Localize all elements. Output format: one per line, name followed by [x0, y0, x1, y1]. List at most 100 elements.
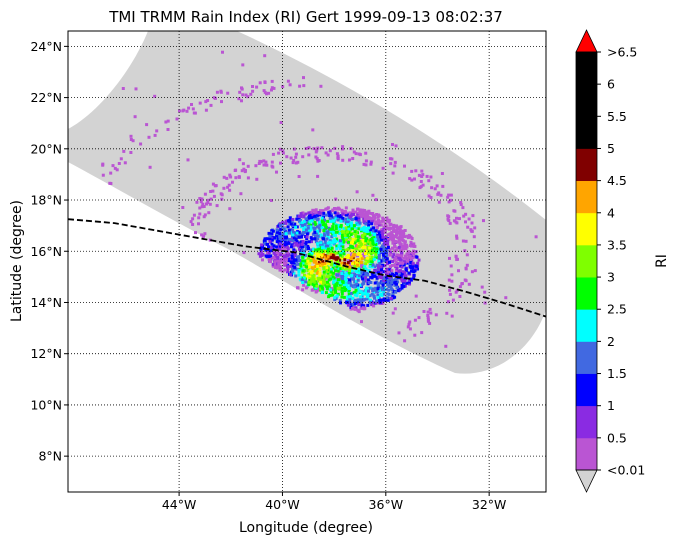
rain-cell [319, 233, 323, 237]
rain-cell [464, 239, 468, 243]
rain-cell [316, 254, 319, 258]
rain-cell [341, 245, 345, 248]
rain-cell [357, 267, 361, 271]
rain-cell [332, 278, 336, 282]
rain-cell [314, 155, 318, 159]
rain-cell [426, 314, 430, 317]
rain-cell [379, 265, 383, 269]
rain-cell [368, 240, 372, 244]
rain-cell [275, 170, 278, 174]
rain-cell [270, 242, 274, 246]
rain-cell [374, 198, 378, 202]
storm-track [68, 218, 546, 318]
rain-cell [310, 279, 314, 283]
rain-cell [374, 220, 378, 224]
rain-cell [373, 240, 377, 244]
rain-cell [213, 96, 217, 100]
rain-cell [200, 205, 204, 209]
rain-cell [387, 219, 391, 223]
rain-cell [365, 297, 369, 301]
rain-cell [212, 194, 216, 198]
rain-cell [131, 139, 135, 143]
rain-index-field [101, 50, 538, 348]
rain-cell [439, 193, 443, 197]
rain-cell [318, 223, 322, 227]
rain-cell [383, 222, 387, 226]
rain-cell [363, 232, 367, 236]
rain-cell [300, 249, 304, 253]
rain-cell [319, 241, 323, 245]
rain-cell [346, 223, 350, 227]
rain-cell [376, 235, 380, 239]
rain-cell [389, 234, 392, 238]
rain-cell [309, 223, 313, 227]
rain-cell [164, 120, 168, 124]
rain-cell [375, 276, 379, 280]
rain-cell [396, 227, 399, 231]
rain-cell [166, 128, 170, 131]
colorbar-bin [576, 212, 597, 246]
rain-cell [322, 237, 326, 241]
rain-cell [402, 273, 406, 277]
rain-cell [291, 218, 295, 221]
rain-cell [353, 298, 357, 302]
rain-cell [307, 216, 311, 220]
colorbar-tick-label: 3.5 [607, 237, 627, 252]
rain-cell [365, 286, 369, 290]
rain-cell [314, 259, 318, 263]
colorbar-tick-label: 1 [607, 398, 615, 413]
rain-cell [368, 211, 372, 215]
rain-cell [237, 175, 241, 179]
rain-cell [369, 281, 373, 284]
rain-cell [455, 216, 458, 220]
rain-cell [322, 275, 326, 279]
rain-cell [345, 273, 349, 277]
rain-cell [347, 240, 350, 244]
rain-cell [307, 153, 311, 157]
rain-cell [328, 149, 332, 153]
rain-cell [314, 277, 318, 281]
rain-cell [399, 234, 403, 238]
rain-cell [277, 262, 281, 266]
rain-cell [357, 216, 361, 220]
rain-cell [195, 200, 199, 204]
rain-cell [373, 265, 377, 269]
rain-cell [314, 210, 318, 214]
rain-cell [311, 256, 315, 260]
rain-cell [249, 92, 253, 96]
rain-cell [275, 251, 279, 254]
rain-cell [377, 214, 381, 218]
rain-cell [413, 318, 417, 322]
rain-cell [339, 223, 343, 227]
rain-cell [311, 232, 315, 236]
rain-cell [316, 276, 320, 280]
rain-cell [408, 282, 411, 286]
rain-cell [325, 230, 329, 234]
rain-cell [339, 225, 343, 229]
rain-cell [413, 333, 417, 337]
rain-cell [357, 245, 361, 249]
rain-cell [348, 262, 352, 266]
rain-cell [321, 246, 324, 250]
rain-cell [466, 225, 470, 229]
rain-cell [303, 273, 306, 277]
rain-cell [397, 245, 401, 249]
rain-cell [295, 255, 299, 259]
rain-cell [322, 270, 326, 274]
rain-cell [344, 226, 348, 230]
rain-cell [262, 163, 266, 167]
rain-cell [351, 249, 355, 253]
rain-cell [129, 151, 133, 154]
rain-cell [398, 261, 402, 265]
rain-cell [373, 281, 377, 285]
rain-cell [338, 247, 342, 251]
rain-cell [341, 277, 344, 281]
rain-cell [447, 278, 451, 282]
rain-cell [441, 184, 445, 188]
rain-cell [362, 298, 366, 302]
rain-cell [461, 206, 465, 210]
rain-cell [356, 238, 360, 242]
rain-cell [300, 221, 304, 225]
rain-cell [278, 232, 282, 235]
rain-cell [307, 280, 311, 284]
